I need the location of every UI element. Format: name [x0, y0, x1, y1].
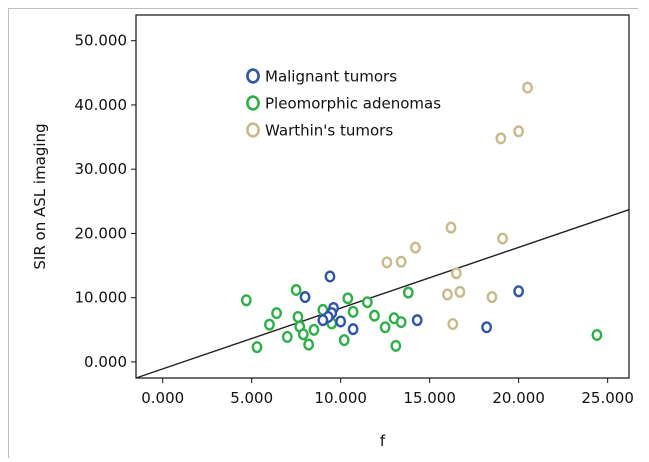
- fit-line: [135, 209, 630, 379]
- fit-line-layer: [135, 209, 630, 379]
- data-point-warthin-s-tumors: [497, 232, 509, 245]
- data-point-malignant-tumors: [513, 285, 525, 298]
- x-tick-label: 25.000: [581, 389, 634, 407]
- data-point-warthin-s-tumors: [395, 255, 407, 268]
- data-point-pleomorphic-adenomas: [395, 316, 407, 329]
- data-point-pleomorphic-adenomas: [303, 338, 315, 351]
- data-point-warthin-s-tumors: [486, 291, 498, 304]
- legend-marker-pleomorphic-adenomas: [246, 95, 260, 111]
- data-point-malignant-tumors: [411, 314, 423, 327]
- data-point-pleomorphic-adenomas: [308, 323, 320, 336]
- data-point-pleomorphic-adenomas: [338, 334, 350, 347]
- y-axis: 0.000 10.000 20.000 30.000 40.000 50.000: [75, 32, 136, 371]
- data-point-pleomorphic-adenomas: [251, 341, 263, 354]
- data-point-pleomorphic-adenomas: [390, 339, 402, 352]
- data-point-pleomorphic-adenomas: [271, 307, 283, 320]
- data-point-pleomorphic-adenomas: [361, 296, 373, 309]
- data-point-malignant-tumors: [335, 315, 347, 328]
- data-point-pleomorphic-adenomas: [402, 286, 414, 299]
- data-point-pleomorphic-adenomas: [240, 294, 252, 307]
- data-point-pleomorphic-adenomas: [369, 309, 380, 322]
- data-point-warthin-s-tumors: [495, 132, 507, 145]
- x-tick-label: 0.000: [141, 389, 184, 407]
- data-point-warthin-s-tumors: [410, 241, 421, 254]
- legend-label-warthin-s-tumors: Warthin's tumors: [265, 122, 393, 140]
- data-point-warthin-s-tumors: [522, 81, 533, 94]
- data-point-warthin-s-tumors: [447, 318, 459, 331]
- y-tick-label: 50.000: [75, 32, 128, 50]
- data-point-warthin-s-tumors: [454, 285, 466, 298]
- data-points-layer: [240, 81, 603, 354]
- legend-marker-warthin-s-tumors: [246, 122, 260, 138]
- data-point-pleomorphic-adenomas: [347, 305, 359, 318]
- figure-frame: [8, 8, 638, 458]
- data-point-pleomorphic-adenomas: [290, 283, 302, 296]
- data-point-pleomorphic-adenomas: [292, 310, 304, 323]
- legend: Malignant tumors Pleomorphic adenomas Wart…: [246, 68, 441, 140]
- y-axis-title: SIR on ASL imaging: [31, 123, 49, 269]
- data-point-warthin-s-tumors: [442, 288, 453, 301]
- data-point-malignant-tumors: [317, 314, 329, 327]
- data-point-pleomorphic-adenomas: [342, 292, 354, 305]
- y-tick-label: 10.000: [75, 289, 128, 307]
- legend-marker-malignant-tumors: [246, 68, 260, 84]
- data-point-warthin-s-tumors: [381, 256, 393, 269]
- data-point-malignant-tumors: [481, 321, 493, 334]
- y-tick-label: 0.000: [84, 353, 127, 371]
- legend-label-malignant-tumors: Malignant tumors: [265, 68, 397, 86]
- x-axis: 0.000 5.000 10.000 15.000 20.000 25.000: [141, 378, 634, 407]
- data-point-pleomorphic-adenomas: [264, 318, 275, 331]
- data-point-pleomorphic-adenomas: [591, 328, 603, 341]
- plot-area: [135, 14, 630, 379]
- x-tick-label: 20.000: [492, 389, 545, 407]
- data-point-malignant-tumors: [324, 270, 336, 283]
- x-axis-title: f: [380, 432, 386, 450]
- y-tick-label: 20.000: [75, 224, 128, 242]
- data-point-pleomorphic-adenomas: [281, 330, 293, 343]
- data-point-pleomorphic-adenomas: [379, 321, 391, 334]
- legend-label-pleomorphic-adenomas: Pleomorphic adenomas: [265, 95, 441, 113]
- data-point-malignant-tumors: [299, 291, 311, 304]
- y-tick-label: 40.000: [75, 96, 128, 114]
- data-point-pleomorphic-adenomas: [297, 328, 309, 341]
- data-point-warthin-s-tumors: [513, 125, 525, 138]
- data-point-malignant-tumors: [347, 323, 359, 336]
- x-tick-label: 15.000: [403, 389, 456, 407]
- x-tick-label: 5.000: [230, 389, 273, 407]
- data-point-warthin-s-tumors: [450, 267, 462, 280]
- data-point-warthin-s-tumors: [445, 221, 457, 234]
- y-tick-label: 30.000: [75, 160, 128, 178]
- x-tick-label: 10.000: [314, 389, 367, 407]
